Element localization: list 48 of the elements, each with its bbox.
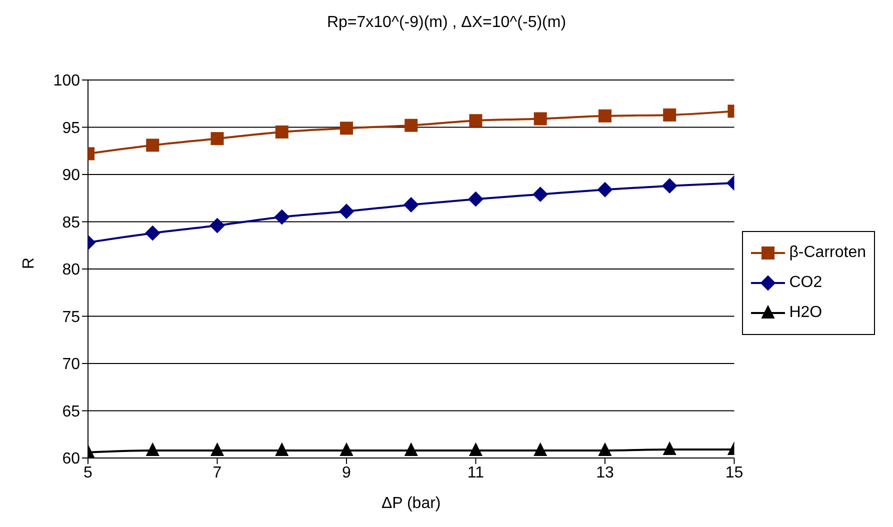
x-tick-label: 5 [84,464,93,482]
point [534,442,547,456]
point [145,226,160,241]
y-tick-label: 65 [62,403,80,420]
point [404,442,418,456]
x-tick-label: 7 [212,464,222,482]
point [210,218,225,234]
point [146,138,160,152]
point [340,122,353,135]
chart-title: Rp=7x10^(-9)(m) , ΔX=10^(-5)(m) [326,13,568,33]
y-axis-title: R [20,257,38,269]
point [598,442,612,456]
point [274,210,290,225]
point [663,442,676,455]
y-tick-label: 90 [62,167,80,184]
point [338,204,354,219]
point [469,442,482,456]
legend-label: β-Carroten [789,244,866,262]
point [662,178,678,194]
point [534,112,547,126]
legend-label: CO2 [789,274,822,292]
point [532,186,548,202]
x-tick-label: 11 [467,464,484,482]
point [210,442,224,456]
point [663,108,676,122]
y-tick-label: 80 [62,262,80,279]
legend-label: H2O [789,304,822,322]
x-tick-label: 15 [725,464,744,482]
point [340,442,353,456]
point [275,442,288,456]
y-tick-label: 75 [62,308,80,326]
point [597,182,612,198]
point [210,132,224,146]
point [275,125,288,138]
x-tick-label: 13 [596,464,614,482]
y-tick-label: 95 [62,120,80,137]
x-axis-title: ΔP (bar) [381,495,441,512]
point [468,192,484,207]
point [404,197,419,212]
y-tick-label: 100 [53,72,80,90]
point [404,118,418,132]
y-tick-label: 85 [62,214,80,232]
point [598,109,612,122]
x-tick-label: 9 [342,464,352,482]
point [469,114,482,128]
y-tick-label: 70 [62,356,80,374]
point [146,442,160,456]
y-tick-label: 60 [62,450,80,468]
